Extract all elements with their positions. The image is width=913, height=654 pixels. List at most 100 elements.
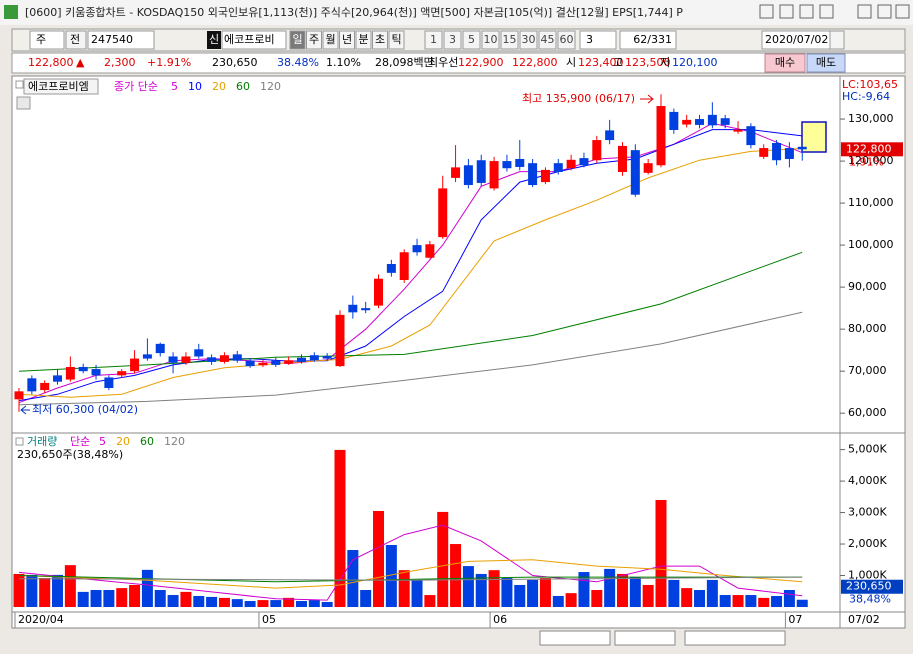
app-icon xyxy=(4,5,18,19)
volume-bar xyxy=(373,510,385,607)
volume-bar xyxy=(257,600,269,607)
volume-bar xyxy=(501,578,513,607)
candle-body xyxy=(117,371,127,376)
volume-bar xyxy=(116,588,128,607)
volume-legend-ma: 60 xyxy=(140,435,154,448)
candle-body xyxy=(142,354,152,359)
calendar-button[interactable] xyxy=(829,30,845,50)
volume-bar xyxy=(514,584,526,607)
period-button[interactable] xyxy=(388,30,405,50)
volume-legend-ma: 5 xyxy=(99,435,106,448)
view-buttons[interactable] xyxy=(684,630,786,646)
volume-bar xyxy=(732,595,744,607)
buy-button[interactable] xyxy=(764,53,806,73)
volume-bar xyxy=(39,578,51,607)
period-button[interactable] xyxy=(372,30,388,50)
spin-input[interactable] xyxy=(579,30,617,50)
candle-body xyxy=(104,377,114,388)
button[interactable] xyxy=(65,30,87,50)
title-button[interactable] xyxy=(779,4,794,19)
volume-bar xyxy=(745,595,757,607)
candle-body xyxy=(772,143,782,161)
volume-bar xyxy=(591,590,603,607)
volume-bar xyxy=(706,579,718,607)
title-button[interactable] xyxy=(759,4,774,19)
count-box xyxy=(619,30,677,50)
candle-body xyxy=(374,278,384,306)
volume-bar xyxy=(604,568,616,607)
price-tick-label: 100,000 xyxy=(848,238,894,251)
volume-bar xyxy=(385,544,397,607)
last-change: 1,91% xyxy=(849,155,884,168)
legend-ma: 10 xyxy=(188,80,202,93)
title-button[interactable] xyxy=(799,4,814,19)
candle-body xyxy=(733,129,743,132)
quote-high-label: 고 xyxy=(613,56,623,69)
zoom-slider[interactable] xyxy=(614,630,676,646)
mode: 전 xyxy=(70,33,80,46)
candle-body xyxy=(784,148,794,159)
period-button[interactable] xyxy=(355,30,372,50)
volume-bar xyxy=(771,595,783,607)
interval-button[interactable] xyxy=(462,30,481,50)
candle-body xyxy=(53,375,63,382)
period-button[interactable] xyxy=(322,30,339,50)
name-input[interactable] xyxy=(221,30,287,50)
settings-icon[interactable] xyxy=(16,96,31,110)
maximize-button[interactable] xyxy=(877,4,892,19)
candle-body xyxy=(322,356,332,359)
last-price: 122,800 xyxy=(846,142,892,155)
price-tick-label: 110,000 xyxy=(848,196,894,209)
window-title: [0600] 키움종합차트 - KOSDAQ150 외국인보유[1,113(천)… xyxy=(25,5,683,19)
interval-button[interactable] xyxy=(481,30,500,50)
interval-button[interactable] xyxy=(519,30,538,50)
interval-button[interactable] xyxy=(538,30,557,50)
candle-body xyxy=(489,161,499,189)
volume-bar xyxy=(347,550,359,607)
candle-body xyxy=(348,304,358,313)
close-button[interactable] xyxy=(895,4,910,19)
candle-body xyxy=(502,161,512,169)
quote-amount: 28,098백만 xyxy=(375,56,434,69)
interval-button[interactable] xyxy=(443,30,462,50)
candle-body xyxy=(797,146,807,150)
candle-body xyxy=(630,150,640,195)
minimize-button[interactable] xyxy=(857,4,872,19)
count: 62/331 xyxy=(633,33,672,46)
candle-body xyxy=(540,169,550,183)
volume-bar xyxy=(424,595,436,607)
period-button[interactable] xyxy=(306,30,322,50)
interval-button[interactable] xyxy=(557,30,576,50)
candle-body xyxy=(296,357,306,362)
last-volume-pct: 38,48% xyxy=(849,593,891,606)
price-ma-line xyxy=(18,311,803,406)
title-button[interactable] xyxy=(819,4,834,19)
volume-tick-label: 2,000K xyxy=(848,537,887,550)
volume-bar xyxy=(334,449,346,607)
sell-button[interactable] xyxy=(806,53,846,73)
volume-bar xyxy=(218,597,230,607)
period-button[interactable] xyxy=(339,30,355,50)
period-label: 월 xyxy=(325,33,335,46)
interval-button[interactable] xyxy=(424,30,443,50)
candle-body xyxy=(78,366,88,372)
x-tick-label: 07 xyxy=(788,613,802,626)
interval-button[interactable] xyxy=(500,30,519,50)
candle-body xyxy=(566,159,576,169)
scroll-buttons[interactable] xyxy=(539,630,611,646)
period-button[interactable] xyxy=(289,30,306,50)
stock-code: 247540 xyxy=(91,33,133,46)
volume-bar xyxy=(411,579,423,607)
volume-bar xyxy=(180,591,192,607)
quote-ask: 122,900 xyxy=(458,56,504,69)
volume-bar xyxy=(26,574,38,607)
price-ma-line xyxy=(18,148,803,398)
period-label: 년 xyxy=(342,33,352,46)
volume-bar xyxy=(694,590,706,607)
volume-ma-line xyxy=(18,559,803,589)
x-tick-label: 2020/04 xyxy=(18,613,64,626)
code-input[interactable] xyxy=(87,30,155,50)
candle-body xyxy=(361,308,371,311)
dropdown[interactable] xyxy=(29,30,65,50)
quote-high: 123,500 xyxy=(625,56,671,69)
